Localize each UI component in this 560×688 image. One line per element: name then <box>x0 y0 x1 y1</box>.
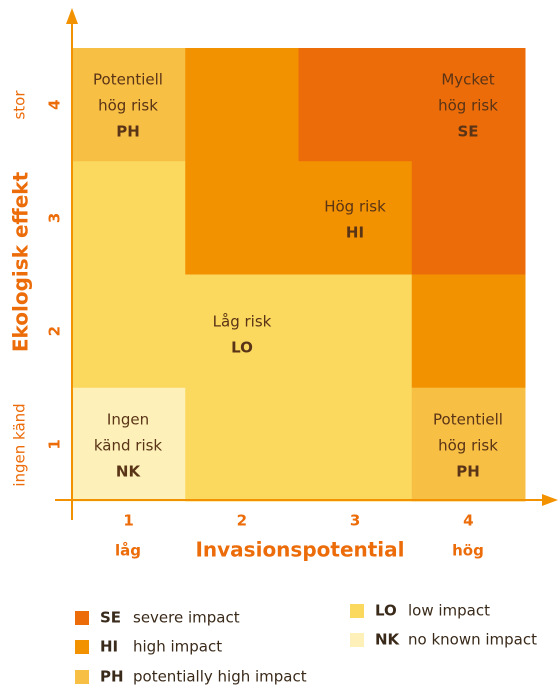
x-axis-title: Invasionspotential <box>195 538 404 562</box>
region-code: HI <box>346 224 364 242</box>
region-text: hög risk <box>438 437 498 455</box>
cell <box>298 161 413 275</box>
legend-description: high impact <box>133 638 222 656</box>
cell <box>72 387 186 502</box>
x-tick-label: 1 <box>123 512 133 530</box>
legend-description: potentially high impact <box>133 668 307 686</box>
legend-description: severe impact <box>133 609 240 627</box>
x-high: hög <box>452 542 484 560</box>
cell <box>411 48 526 162</box>
y-high: stor <box>11 90 29 120</box>
legend-swatch <box>75 670 89 684</box>
legend-swatch <box>350 633 364 647</box>
region-code: LO <box>231 339 253 357</box>
legend-description: low impact <box>408 602 490 620</box>
y-tick-label: 1 <box>46 439 64 449</box>
legend-code: SE <box>100 609 121 627</box>
cell <box>185 161 299 275</box>
region-code: PH <box>116 123 140 141</box>
cell <box>185 48 299 162</box>
cells <box>72 48 526 502</box>
x-low: låg <box>115 542 141 560</box>
region-text: känd risk <box>94 437 163 455</box>
legend-description: no known impact <box>408 631 537 649</box>
x-tick-label: 4 <box>463 512 473 530</box>
y-axis-title: Ekologisk effekt <box>9 171 33 352</box>
region-text: Hög risk <box>324 198 386 216</box>
legend-code: LO <box>375 602 397 620</box>
region-text: hög risk <box>438 97 498 115</box>
y-tick-label: 4 <box>46 99 64 109</box>
cell <box>185 387 299 502</box>
x-arrow <box>542 494 558 506</box>
legend-swatch <box>75 640 89 654</box>
legend-code: NK <box>375 631 401 649</box>
cell <box>298 274 413 389</box>
region-code: NK <box>116 463 142 481</box>
ticks: 1 2 3 4 1 2 3 4 <box>46 99 474 529</box>
region-text: Ingen <box>107 411 149 429</box>
x-tick-label: 2 <box>237 512 247 530</box>
legend-code: HI <box>100 638 118 656</box>
cell <box>72 161 186 275</box>
y-arrow <box>66 8 78 24</box>
region-code: PH <box>456 463 480 481</box>
cell <box>72 274 186 389</box>
cell <box>411 274 526 389</box>
region-labels: Potentiell hög risk PH Mycket hög risk SE Hög … <box>93 71 503 481</box>
region-text: Potentiell <box>93 71 163 89</box>
y-low: ingen känd <box>11 403 29 486</box>
legend-swatch <box>75 611 89 625</box>
region-text: Potentiell <box>433 411 503 429</box>
region-text: Låg risk <box>213 313 272 331</box>
x-tick-label: 3 <box>350 512 360 530</box>
region-text: hög risk <box>98 97 158 115</box>
y-tick-label: 3 <box>46 213 64 223</box>
region-text: Mycket <box>441 71 494 89</box>
cell <box>298 48 413 162</box>
cell <box>411 387 526 502</box>
cell <box>185 274 299 389</box>
legend: SE severe impact HI high impact PH potentiall… <box>75 602 537 686</box>
legend-code: PH <box>100 668 124 686</box>
legend-swatch <box>350 604 364 618</box>
cell <box>298 387 413 502</box>
y-tick-label: 2 <box>46 326 64 336</box>
cell <box>411 161 526 275</box>
cell <box>72 48 186 162</box>
region-code: SE <box>457 123 478 141</box>
